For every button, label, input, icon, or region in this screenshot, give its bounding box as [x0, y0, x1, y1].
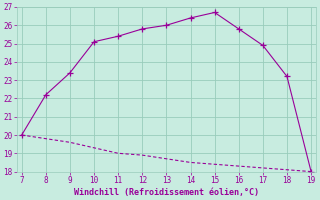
X-axis label: Windchill (Refroidissement éolien,°C): Windchill (Refroidissement éolien,°C) [74, 188, 259, 197]
